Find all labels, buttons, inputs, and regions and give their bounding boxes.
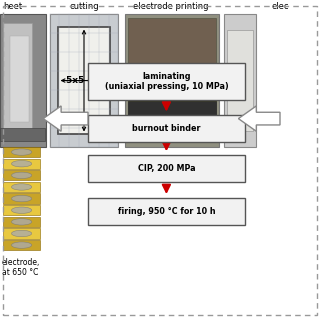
Ellipse shape (12, 149, 32, 155)
FancyBboxPatch shape (88, 63, 245, 100)
Bar (125, 14, 219, 147)
Bar (141, 125, 173, 141)
Ellipse shape (12, 230, 32, 237)
Bar (3, 170, 40, 180)
Text: at 650 °C: at 650 °C (2, 268, 38, 277)
Ellipse shape (12, 207, 32, 213)
Polygon shape (43, 106, 88, 131)
Bar (50, 14, 118, 147)
Bar (3, 205, 40, 215)
FancyBboxPatch shape (88, 155, 245, 182)
Bar (3, 240, 40, 250)
Bar (3, 194, 40, 204)
FancyBboxPatch shape (88, 116, 245, 142)
Bar (0, 128, 45, 141)
Text: burnout binder: burnout binder (132, 124, 201, 133)
Text: electrode printing: electrode printing (133, 2, 209, 11)
Bar (128, 74, 216, 100)
FancyBboxPatch shape (88, 198, 245, 225)
Bar (3, 23, 32, 131)
Ellipse shape (12, 172, 32, 179)
Ellipse shape (12, 161, 32, 167)
Bar (224, 14, 256, 147)
Polygon shape (238, 106, 280, 131)
Bar (0, 14, 46, 147)
Text: firing, 950 °C for 10 h: firing, 950 °C for 10 h (117, 207, 215, 216)
Bar (128, 18, 216, 74)
Text: elec: elec (271, 2, 289, 11)
Bar (58, 27, 110, 134)
Bar (3, 228, 40, 239)
Ellipse shape (12, 242, 32, 248)
Text: electrode,: electrode, (2, 258, 40, 267)
Ellipse shape (12, 196, 32, 202)
Bar (3, 217, 40, 227)
Text: heet: heet (3, 2, 22, 11)
Ellipse shape (12, 219, 32, 225)
Bar (10, 36, 29, 122)
Text: CIP, 200 MPa: CIP, 200 MPa (138, 164, 195, 173)
Ellipse shape (12, 184, 32, 190)
Bar (128, 100, 216, 127)
Bar (3, 182, 40, 192)
Bar (3, 147, 40, 157)
Text: cutting: cutting (70, 2, 100, 11)
Bar (227, 30, 253, 131)
Text: 5x5 cm: 5x5 cm (66, 76, 102, 85)
Text: laminating
(uniaxial pressing, 10 MPa): laminating (uniaxial pressing, 10 MPa) (105, 72, 228, 91)
Bar (3, 159, 40, 169)
